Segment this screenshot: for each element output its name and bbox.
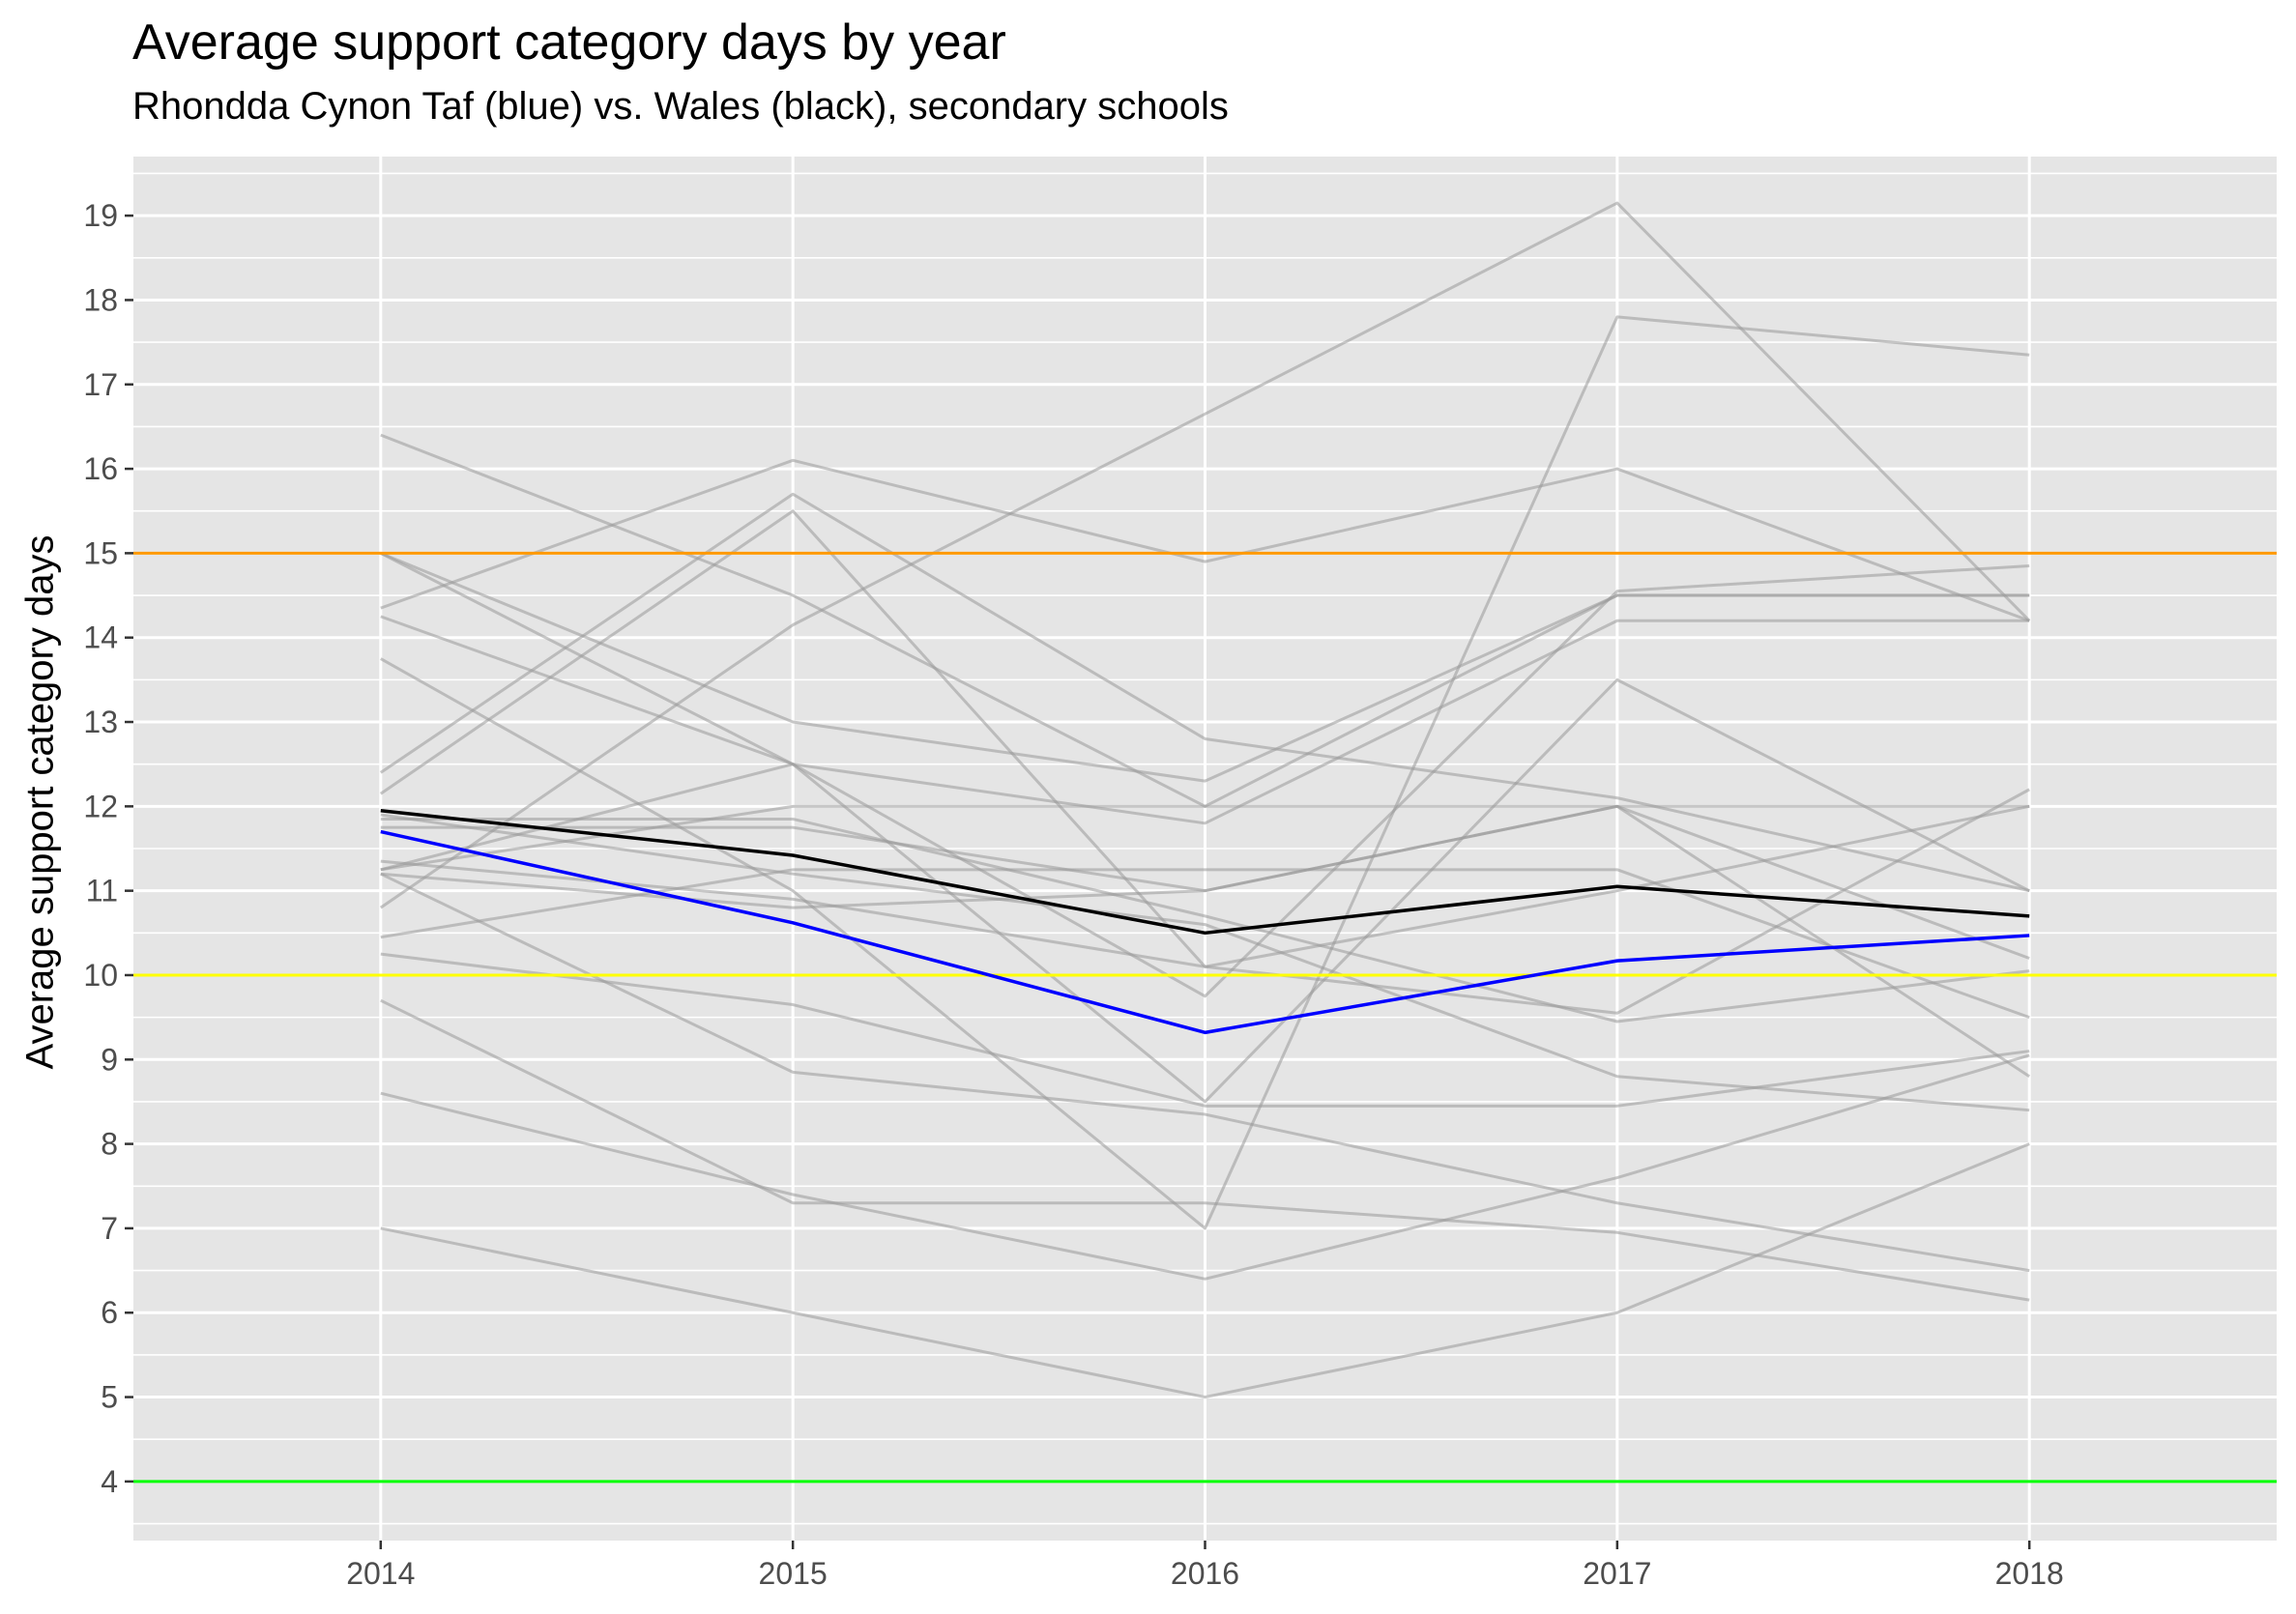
school-series-line	[380, 872, 2030, 1273]
school-series-line	[379, 492, 2030, 893]
y-tick-label: 16	[83, 451, 118, 486]
school-series-line	[380, 458, 2030, 622]
y-tick-label: 15	[83, 535, 118, 570]
school-series-line	[380, 813, 2030, 1112]
y-tick-label: 14	[83, 620, 118, 655]
x-axis: 2014 2015 2016 2017 2018	[346, 1541, 2064, 1591]
y-tick-label: 7	[101, 1211, 118, 1246]
school-series-line	[379, 201, 2031, 909]
school-series-line	[380, 552, 2030, 825]
school-series-line	[380, 817, 2030, 1023]
chart-title: Average support category days by year	[132, 14, 1006, 71]
y-tick-label: 6	[101, 1295, 118, 1330]
y-tick-label: 10	[83, 958, 118, 993]
y-tick-label: 8	[101, 1127, 118, 1162]
y-tick-label: 12	[83, 789, 118, 823]
school-series-line	[380, 563, 2030, 998]
series-line	[380, 808, 2030, 936]
y-tick-label: 19	[83, 198, 118, 233]
x-tick-label: 2016	[1171, 1556, 1239, 1591]
y-tick-label: 11	[86, 874, 118, 908]
y-tick-label: 5	[101, 1380, 118, 1415]
school-series-line	[380, 315, 2030, 1230]
school-series-line	[380, 804, 2030, 960]
x-tick-label: 2018	[1995, 1556, 2064, 1591]
school-series-line	[380, 1142, 2030, 1399]
school-series-line	[380, 615, 2030, 1104]
y-tick-label: 4	[101, 1464, 118, 1499]
y-tick-label: 18	[83, 282, 118, 317]
y-tick-label: 9	[101, 1042, 118, 1077]
school-series-line	[380, 552, 2030, 783]
reference-lines	[133, 551, 2277, 1484]
series-line	[380, 829, 2030, 1035]
chart-subtitle: Rhondda Cynon Taf (blue) vs. Wales (blac…	[132, 85, 1229, 128]
y-tick-label: 13	[83, 705, 118, 739]
x-tick-label: 2014	[346, 1556, 415, 1591]
x-tick-label: 2017	[1583, 1556, 1651, 1591]
x-tick-label: 2015	[759, 1556, 828, 1591]
y-tick-label: 17	[83, 367, 118, 402]
school-series-line	[380, 804, 2030, 872]
y-axis: 4 5 6 7 8 9 10 11 12 13 14 15 16 17 18 19	[83, 198, 133, 1499]
school-series-line	[380, 1053, 2030, 1281]
highlight-series-group	[380, 808, 2030, 1035]
school-series-line	[380, 804, 2030, 968]
